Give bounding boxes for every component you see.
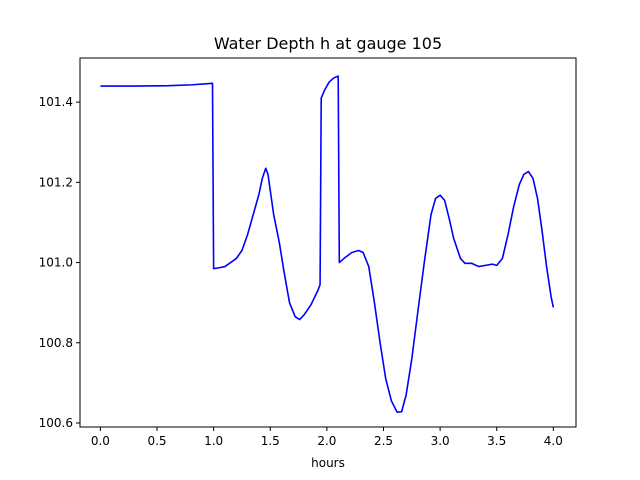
y-tick-label: 100.8	[39, 336, 73, 350]
plot-area-frame	[79, 57, 577, 428]
x-tick-label: 1.5	[261, 434, 280, 448]
chart-title: Water Depth h at gauge 105	[214, 34, 442, 53]
x-tick-label: 2.5	[374, 434, 393, 448]
y-tick-label: 101.4	[39, 95, 73, 109]
y-tick-label: 101.0	[39, 256, 73, 270]
x-tick-label: 1.0	[204, 434, 223, 448]
series-line	[100, 75, 555, 413]
x-tick-label: 2.0	[317, 434, 336, 448]
y-tick-label: 101.2	[39, 175, 73, 189]
x-tick-label: 3.5	[487, 434, 506, 448]
y-axis: 100.6 100.8 101.0 101.2 101.4	[39, 95, 80, 430]
x-axis-label: hours	[311, 456, 345, 470]
y-tick-label: 100.6	[39, 416, 73, 430]
x-axis: 0.0 0.5 1.0 1.5 2.0 2.5 3.0 3.5 4.0	[91, 427, 563, 448]
x-tick-label: 4.0	[544, 434, 563, 448]
x-tick-label: 3.0	[431, 434, 450, 448]
x-tick-label: 0.0	[91, 434, 110, 448]
plot-line-group	[100, 75, 555, 413]
x-tick-label: 0.5	[147, 434, 166, 448]
